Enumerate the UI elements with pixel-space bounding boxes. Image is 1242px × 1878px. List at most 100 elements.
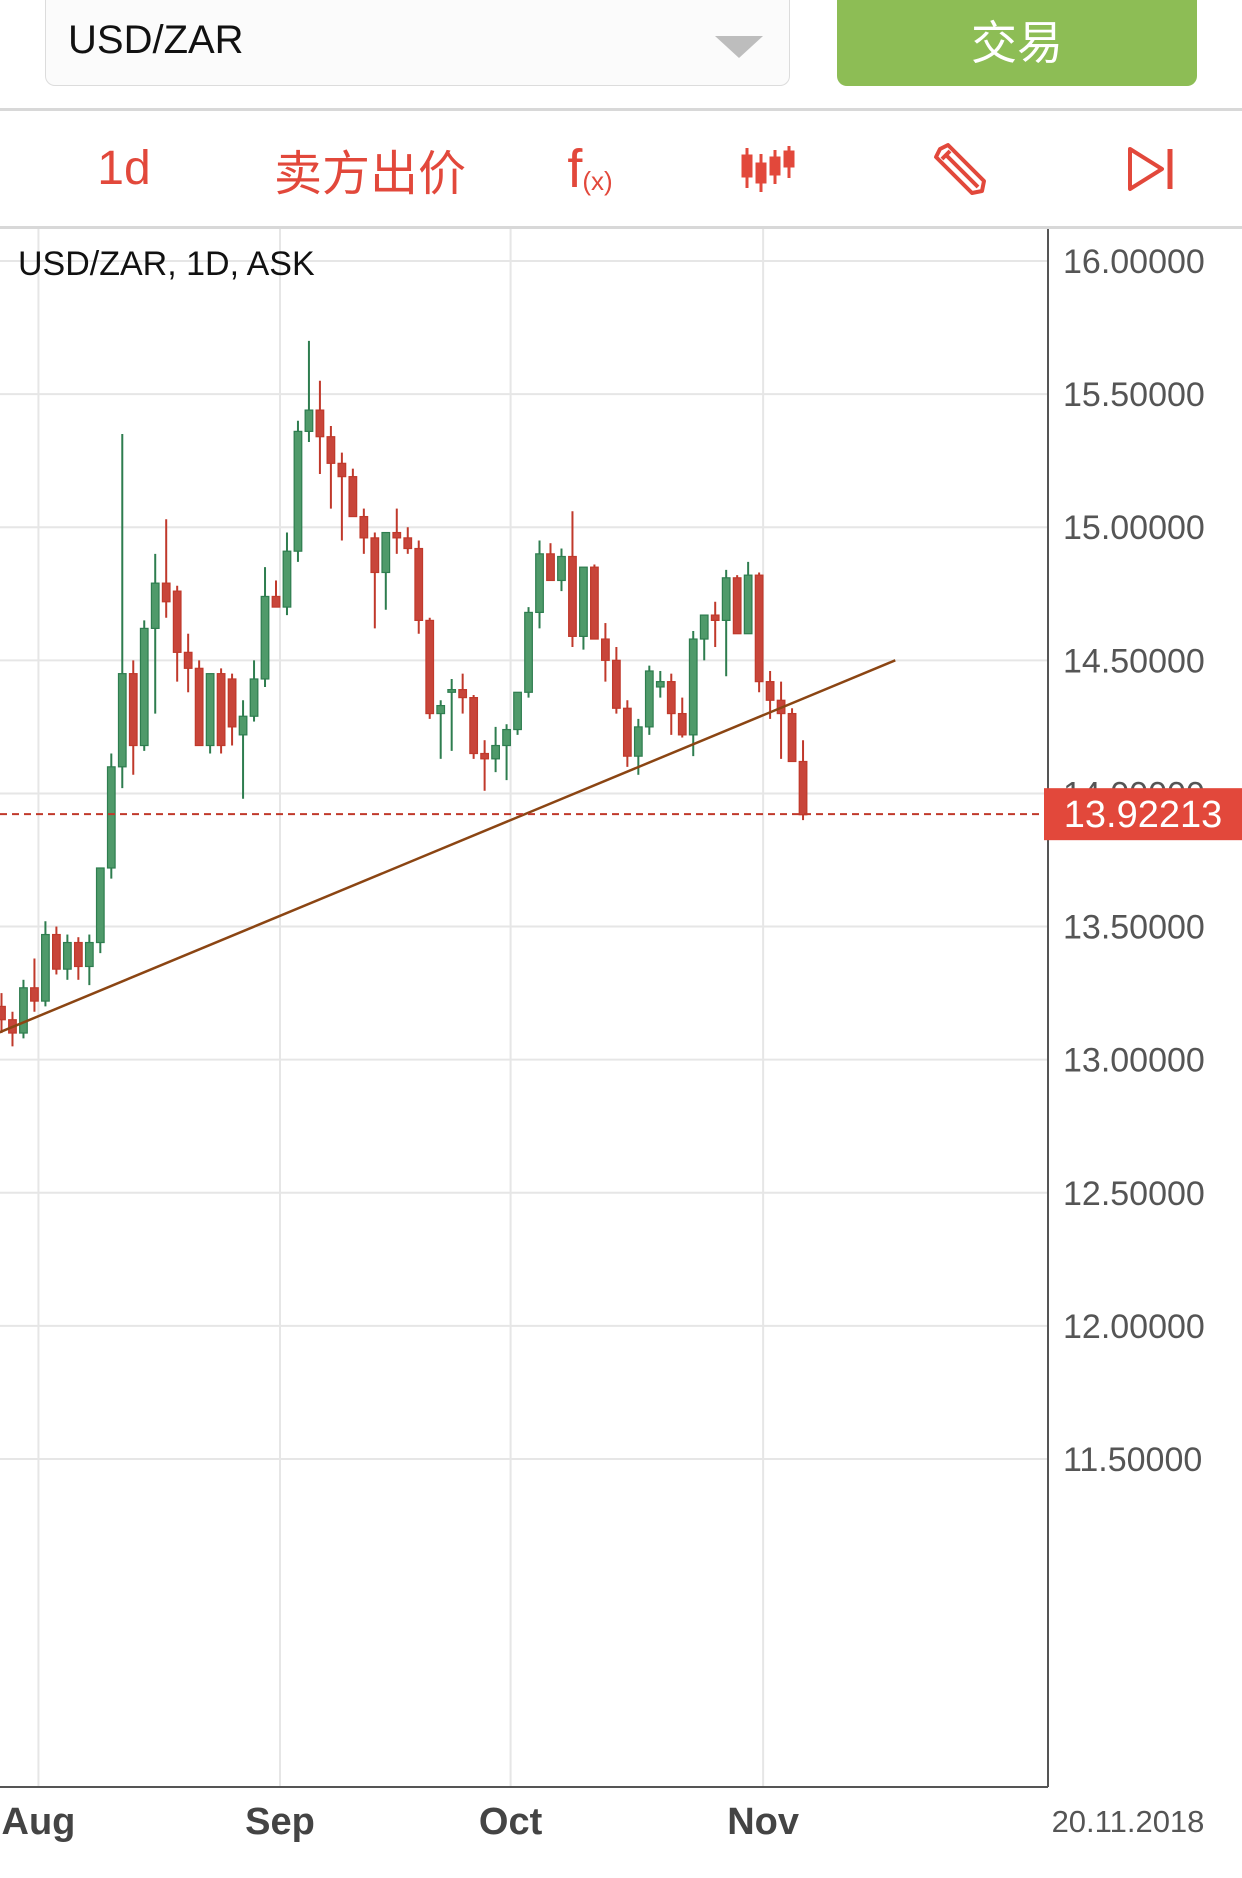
- candle: [84, 934, 94, 986]
- candle-body: [0, 1005, 6, 1021]
- candle-body: [480, 752, 490, 760]
- candle-body: [392, 531, 402, 539]
- dropdown-caret-icon[interactable]: [715, 36, 763, 58]
- candle: [590, 564, 599, 640]
- candle: [557, 548, 566, 592]
- candle-body: [150, 582, 160, 629]
- candle-body: [546, 553, 555, 582]
- candle: [425, 617, 435, 719]
- trendline[interactable]: [0, 659, 896, 1038]
- candle-body: [644, 670, 654, 728]
- candle-body: [359, 515, 369, 539]
- candle: [579, 566, 588, 650]
- candle-body: [227, 678, 237, 728]
- fx-icon: f: [567, 138, 583, 199]
- candle-body: [491, 744, 500, 760]
- candle-body: [128, 673, 138, 747]
- candle-body: [414, 547, 424, 621]
- candle: [633, 718, 643, 775]
- chart-area[interactable]: 16.0000015.5000015.0000014.5000014.00000…: [0, 229, 1242, 1873]
- candle: [194, 660, 204, 747]
- candle-body: [611, 659, 621, 709]
- chart-type-button[interactable]: [735, 111, 805, 226]
- time-tick-label: Nov: [727, 1801, 799, 1843]
- price-tick-label: 12.50000: [1063, 1175, 1205, 1213]
- candle-body: [95, 867, 105, 944]
- indicators-button[interactable]: f (x): [555, 111, 625, 226]
- candle: [524, 607, 533, 698]
- candle-body: [590, 566, 599, 640]
- candlestick-icon: [741, 145, 795, 192]
- candle: [732, 575, 742, 635]
- candle: [765, 670, 775, 719]
- candle: [798, 740, 808, 821]
- candle: [183, 633, 193, 693]
- candle: [51, 926, 61, 975]
- price-type-button[interactable]: 卖方出价: [273, 147, 466, 201]
- price-tick-label: 15.50000: [1063, 376, 1205, 414]
- candle: [392, 508, 402, 554]
- candle-body: [84, 941, 94, 968]
- time-tick-label: Oct: [479, 1801, 543, 1843]
- candle-body: [447, 689, 457, 693]
- price-tick-label: 11.50000: [1063, 1441, 1202, 1479]
- candle-body: [194, 667, 204, 747]
- candle-body: [172, 590, 182, 653]
- candle-body: [688, 638, 698, 736]
- candle-body: [381, 531, 391, 574]
- candle: [754, 572, 764, 693]
- candle: [271, 580, 281, 608]
- candle-body: [699, 614, 709, 640]
- candle-body: [425, 619, 435, 715]
- candle-body: [216, 673, 226, 747]
- candle: [414, 540, 424, 634]
- candle: [205, 673, 215, 754]
- candle-body: [721, 577, 731, 621]
- candle: [568, 511, 577, 648]
- candle: [776, 681, 786, 759]
- candle-body: [183, 651, 193, 669]
- symbol-select[interactable]: USD/ZAR: [45, 0, 790, 86]
- candle-body: [502, 728, 511, 747]
- candle: [743, 561, 753, 635]
- symbol-select-value: USD/ZAR: [68, 18, 244, 62]
- current-price-tag: [1044, 788, 1242, 841]
- candle: [282, 532, 292, 616]
- candle: [622, 700, 632, 767]
- candle: [403, 527, 413, 554]
- candle: [95, 867, 105, 954]
- price-tick-label: 13.50000: [1063, 909, 1205, 947]
- timeframe-button[interactable]: 1d: [97, 142, 151, 195]
- candle: [535, 540, 544, 629]
- current-price-label: 13.92213: [1064, 794, 1223, 836]
- candle: [19, 979, 28, 1039]
- candle: [304, 340, 314, 443]
- candle: [249, 660, 259, 722]
- date-label: 20.11.2018: [1052, 1804, 1205, 1839]
- scroll-to-end-button[interactable]: [1115, 111, 1185, 226]
- candle-body: [436, 704, 446, 715]
- candle: [128, 660, 138, 775]
- candle-body: [260, 595, 270, 680]
- candle-body: [403, 537, 413, 550]
- candle-body: [524, 611, 533, 693]
- candle-body: [249, 678, 259, 717]
- candle: [600, 623, 610, 682]
- candle-body: [30, 987, 39, 1002]
- price-tick-label: 12.00000: [1063, 1308, 1205, 1346]
- candle: [381, 531, 391, 610]
- candle: [348, 468, 358, 518]
- candle-body: [754, 574, 764, 683]
- candle: [139, 620, 149, 751]
- candle: [688, 631, 698, 757]
- price-chart[interactable]: 16.0000015.5000015.0000014.5000014.00000…: [0, 229, 1242, 1873]
- candle: [666, 673, 676, 735]
- trade-button[interactable]: 交易: [837, 0, 1197, 86]
- candle-body: [568, 555, 577, 637]
- candle-body: [732, 577, 742, 635]
- candle-body: [271, 595, 281, 608]
- candle-body: [117, 673, 127, 768]
- candle: [172, 585, 182, 682]
- drawing-tools-button[interactable]: [925, 111, 995, 226]
- candle: [469, 694, 479, 759]
